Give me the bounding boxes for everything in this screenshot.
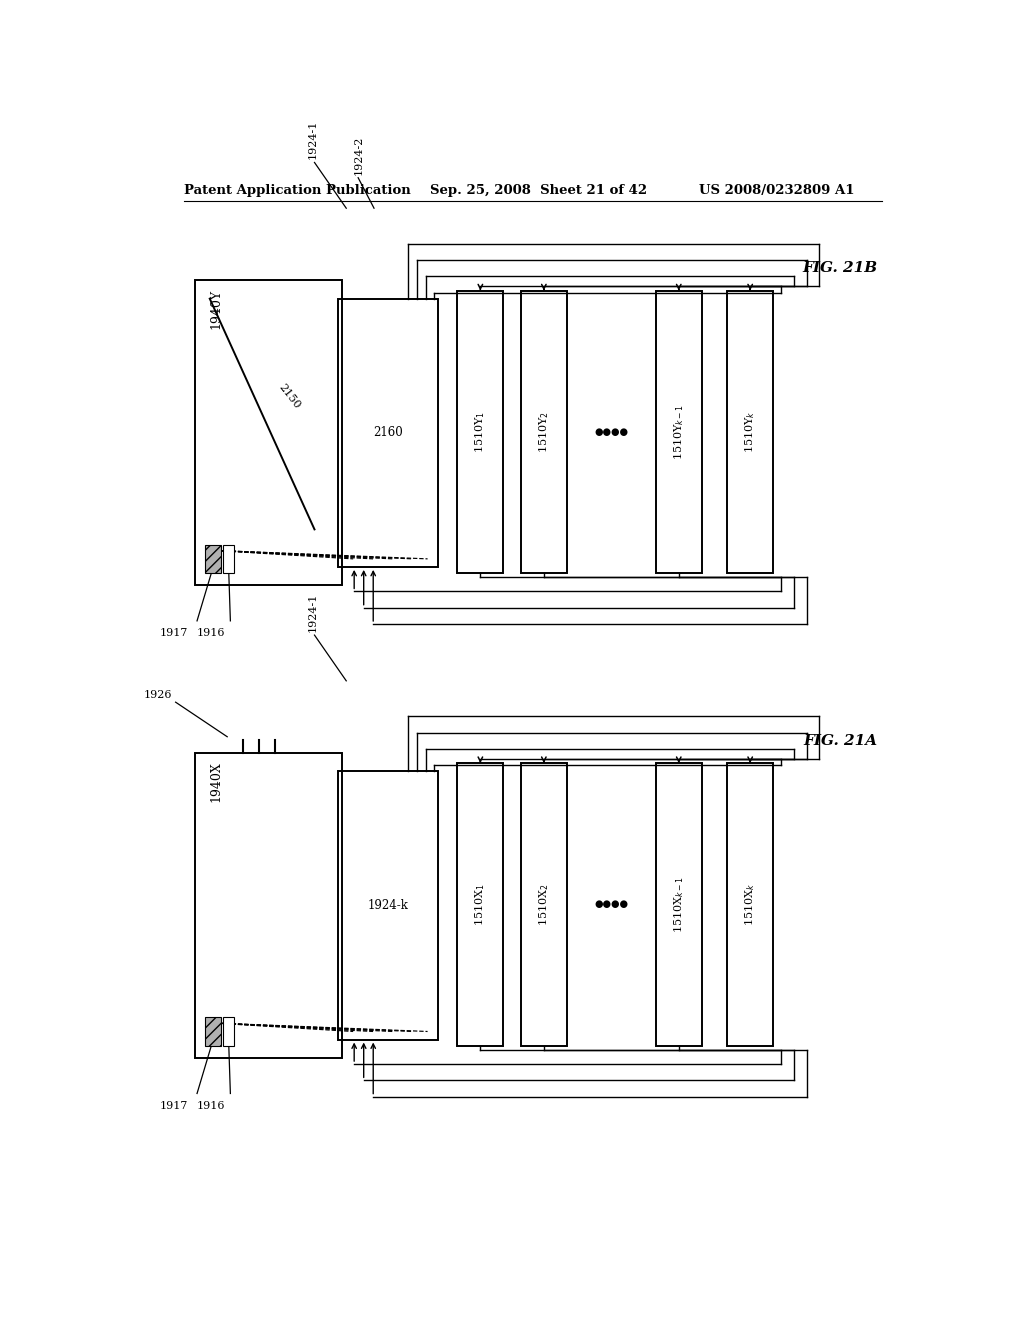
Text: ●●●●: ●●●● (594, 426, 629, 437)
Bar (458, 290, 504, 573)
Text: 1510Y$_k$: 1510Y$_k$ (743, 411, 757, 453)
Text: 1510X$_1$: 1510X$_1$ (473, 883, 487, 925)
Text: 2150: 2150 (276, 383, 302, 411)
Text: 2160: 2160 (373, 426, 402, 440)
Bar (727, 763, 773, 1045)
Bar (458, 763, 504, 1045)
Text: 1510X$_2$: 1510X$_2$ (537, 883, 551, 925)
Text: 1510X$_{k-1}$: 1510X$_{k-1}$ (672, 876, 686, 933)
Bar (196, 280, 342, 585)
Text: 1510Y$_{k-1}$: 1510Y$_{k-1}$ (672, 404, 686, 459)
Text: 1940X: 1940X (210, 762, 223, 801)
Bar (521, 290, 567, 573)
Text: 1916: 1916 (197, 1101, 225, 1110)
Text: 1510X$_k$: 1510X$_k$ (743, 883, 757, 927)
Bar (338, 771, 437, 1040)
Text: FIG. 21B: FIG. 21B (803, 261, 878, 276)
Bar (196, 752, 342, 1057)
Text: Patent Application Publication: Patent Application Publication (183, 183, 411, 197)
Text: ●●●●: ●●●● (594, 899, 629, 909)
Text: 1510Y$_1$: 1510Y$_1$ (473, 411, 487, 453)
Text: 1917: 1917 (160, 1101, 188, 1110)
Bar (655, 763, 701, 1045)
Text: Sep. 25, 2008  Sheet 21 of 42: Sep. 25, 2008 Sheet 21 of 42 (430, 183, 647, 197)
Bar (655, 290, 701, 573)
Bar (223, 545, 234, 573)
Bar (223, 1018, 234, 1045)
Text: 1940Y: 1940Y (210, 289, 223, 329)
Text: US 2008/0232809 A1: US 2008/0232809 A1 (699, 183, 855, 197)
Bar (727, 290, 773, 573)
Text: 1926: 1926 (143, 690, 172, 700)
Bar (338, 298, 437, 568)
Text: 1916: 1916 (197, 628, 225, 638)
Text: 1510Y$_2$: 1510Y$_2$ (537, 411, 551, 453)
Text: FIG. 21A: FIG. 21A (804, 734, 878, 748)
Bar (205, 1018, 221, 1045)
Bar (205, 545, 221, 573)
Text: 1924-1: 1924-1 (308, 120, 317, 160)
Text: 1924-k: 1924-k (368, 899, 409, 912)
Text: 1924-2: 1924-2 (353, 135, 364, 174)
Bar (521, 763, 567, 1045)
Text: 1917: 1917 (160, 628, 188, 638)
Text: 1924-1: 1924-1 (308, 593, 317, 632)
